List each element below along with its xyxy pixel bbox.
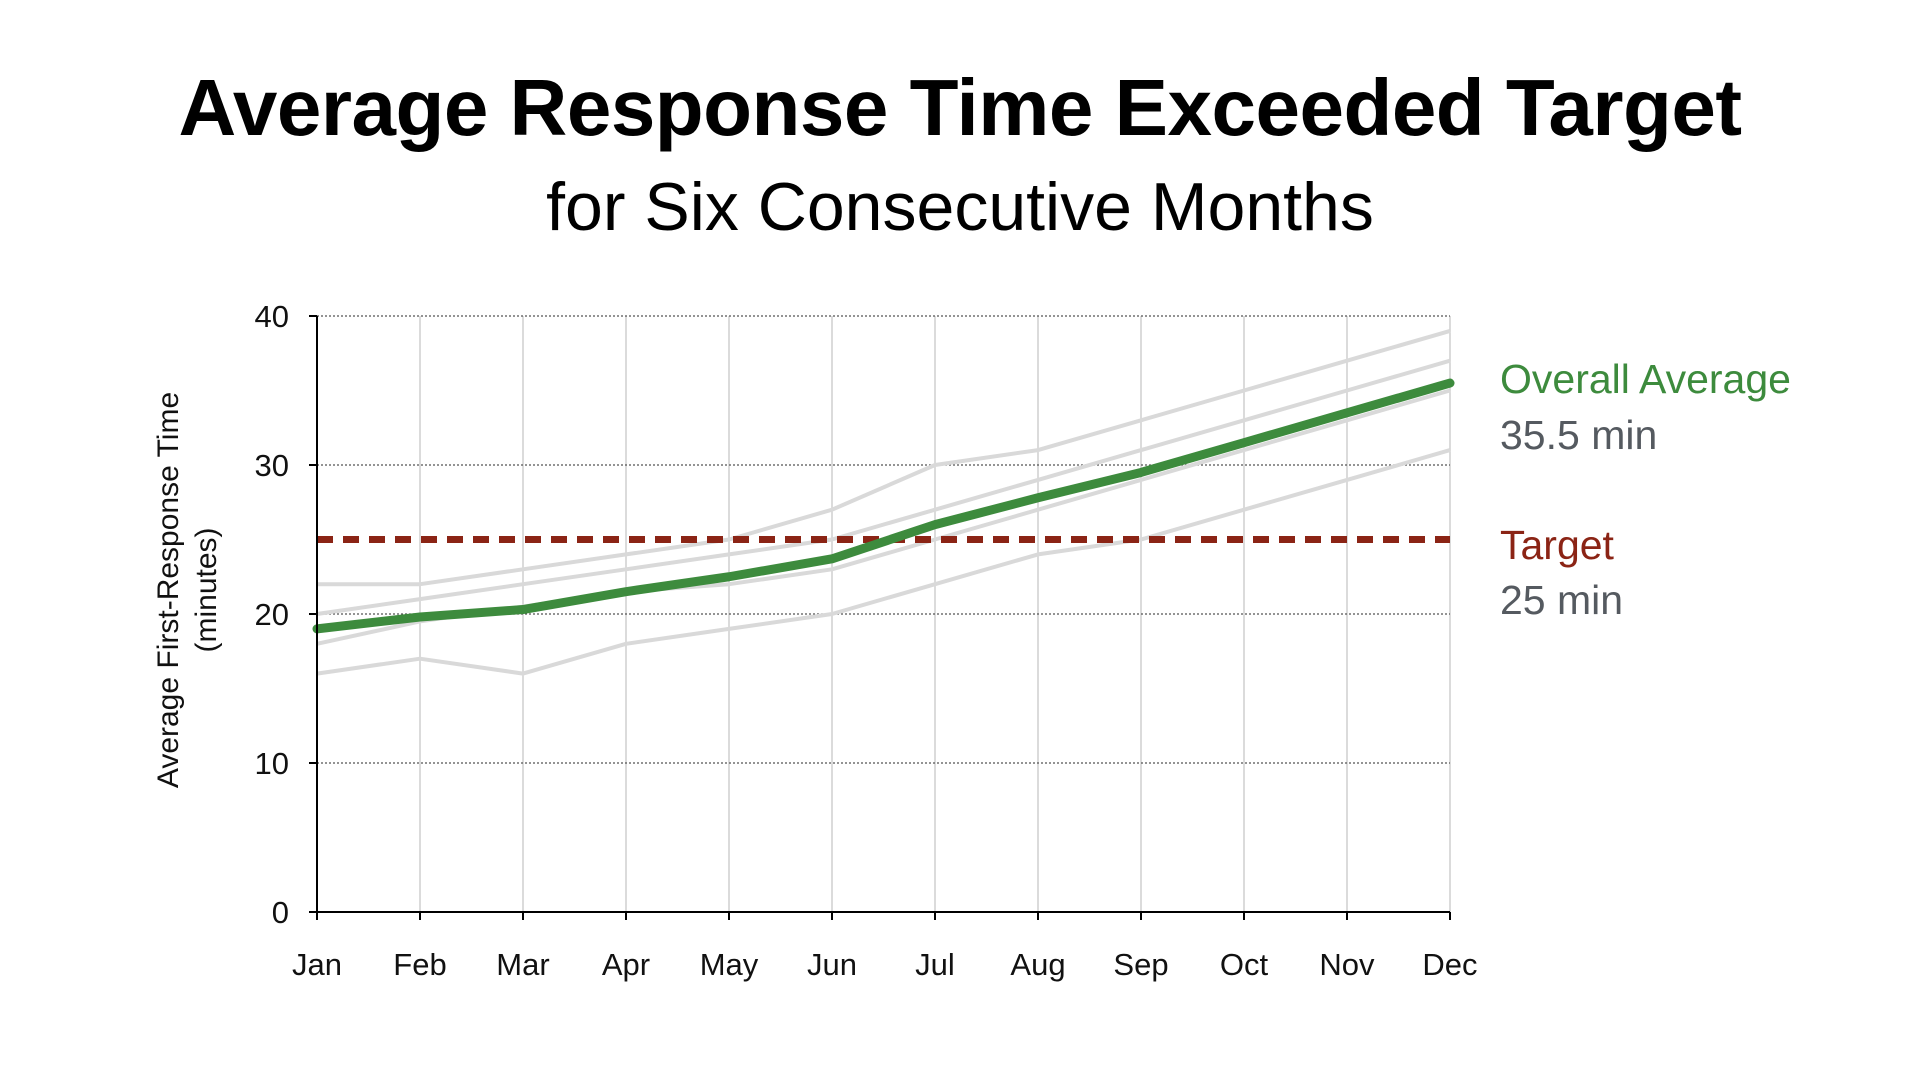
y-axis-label-units: (minutes)	[190, 527, 223, 652]
overall-average-value: 35.5 min	[1500, 412, 1657, 458]
y-axis-label: Average First-Response Time	[152, 392, 185, 788]
background-series-lines	[316, 328, 1451, 676]
y-tick-label: 0	[272, 895, 289, 930]
x-tick-label: Sep	[1113, 947, 1168, 982]
x-tick-label: Jan	[292, 947, 342, 982]
x-tick-label: Oct	[1220, 947, 1269, 982]
x-tick-label: Jun	[807, 947, 857, 982]
y-tick-label: 40	[255, 299, 289, 334]
x-tick-label: May	[700, 947, 759, 982]
x-tick-label: Feb	[393, 947, 446, 982]
target-value: 25 min	[1500, 577, 1623, 623]
y-tick-label: 20	[255, 597, 289, 632]
axes	[309, 315, 1451, 920]
grid-lines	[317, 315, 1451, 912]
target-label: Target	[1500, 522, 1615, 568]
background-series-line	[316, 358, 1451, 616]
tick-labels: 0 10 20 30 40 Jan Feb Mar Apr May Jun Jul Aug Sep Oct N…	[255, 299, 1478, 982]
overall-average-line-group	[312, 378, 1455, 634]
overall-average-line	[312, 378, 1455, 634]
chart-subtitle: for Six Consecutive Months	[546, 169, 1374, 245]
x-tick-label: Mar	[496, 947, 549, 982]
background-series-line	[316, 448, 1451, 676]
y-tick-label: 10	[255, 746, 289, 781]
x-tick-label: Dec	[1422, 947, 1477, 982]
overall-average-label: Overall Average	[1500, 356, 1791, 402]
x-tick-label: Apr	[602, 947, 650, 982]
x-tick-label: Jul	[915, 947, 955, 982]
background-series-line	[317, 328, 1451, 587]
y-tick-label: 30	[255, 448, 289, 483]
x-tick-label: Nov	[1319, 947, 1375, 982]
chart-title: Average Response Time Exceeded Target	[178, 63, 1742, 152]
x-tick-label: Aug	[1010, 947, 1065, 982]
